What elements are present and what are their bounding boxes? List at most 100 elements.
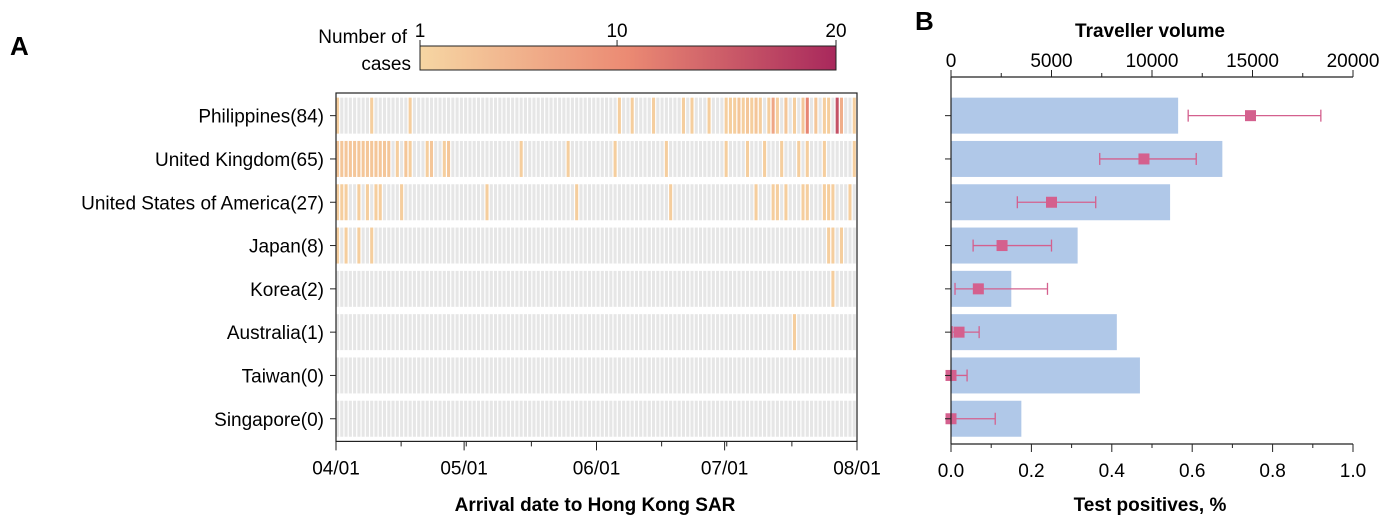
heatmap-cell-empty <box>400 140 404 177</box>
heatmap-cell-empty <box>562 140 566 177</box>
heatmap-cell-empty <box>455 97 459 134</box>
heatmap-cell-case <box>374 140 378 177</box>
heatmap-cell-empty <box>417 184 421 221</box>
heatmap-cell-empty <box>784 400 788 437</box>
heatmap-cell-empty <box>468 184 472 221</box>
heatmap-cell-empty <box>459 140 463 177</box>
heatmap-cell-empty <box>476 314 480 351</box>
heatmap-cell-empty <box>532 270 536 307</box>
heatmap-cell-empty <box>750 400 754 437</box>
heatmap-cell-case <box>370 97 374 134</box>
heatmap-cell-empty <box>485 314 489 351</box>
heatmap-cell-empty <box>617 400 621 437</box>
heatmap-cell-empty <box>592 314 596 351</box>
heatmap-cell-empty <box>677 314 681 351</box>
heatmap-cell-empty <box>694 357 698 394</box>
heatmap-cell-empty <box>447 314 451 351</box>
heatmap-cell-empty <box>481 97 485 134</box>
heatmap-cell-empty <box>489 270 493 307</box>
heatmap-cell-empty <box>835 270 839 307</box>
heatmap-cell-empty <box>404 314 408 351</box>
heatmap-cell-empty <box>502 314 506 351</box>
heatmap-cell-empty <box>434 400 438 437</box>
heatmap-cell-case <box>814 97 818 134</box>
heatmap-cell-empty <box>498 184 502 221</box>
heatmap-cell-empty <box>417 97 421 134</box>
heatmap-cell-empty <box>652 227 656 264</box>
heatmap-cell-empty <box>575 97 579 134</box>
heatmap-cell-case <box>425 140 429 177</box>
heatmap-cell-empty <box>664 400 668 437</box>
heatmap-cell-empty <box>669 357 673 394</box>
heatmap-cell-empty <box>827 270 831 307</box>
heatmap-cell-case <box>336 227 340 264</box>
heatmap-cell-empty <box>447 184 451 221</box>
heatmap-cell-empty <box>677 227 681 264</box>
heatmap-cell-empty <box>664 97 668 134</box>
heatmap-cell-empty <box>600 314 604 351</box>
heatmap-cell-empty <box>506 270 510 307</box>
heatmap-cell-empty <box>587 270 592 307</box>
heatmap-cell-empty <box>716 97 720 134</box>
heatmap-cell-empty <box>733 357 737 394</box>
heatmap-cell-empty <box>348 357 352 394</box>
heatmap-cell-empty <box>737 357 741 394</box>
heatmap-cell-empty <box>698 270 703 307</box>
heatmap-cell-empty <box>600 357 604 394</box>
heatmap-cell-empty <box>570 270 574 307</box>
heatmap-cell-case <box>784 184 788 221</box>
heatmap-cell-case <box>630 97 634 134</box>
heatmap-cell-empty <box>673 140 677 177</box>
heatmap-cell-empty <box>844 270 848 307</box>
heatmap-cell-case <box>566 140 570 177</box>
heatmap-cell-empty <box>549 357 553 394</box>
heatmap-cell-empty <box>494 400 498 437</box>
heatmap-cell-empty <box>506 314 510 351</box>
heatmap-cell-empty <box>412 140 416 177</box>
heatmap-cell-empty <box>340 357 344 394</box>
heatmap-cell-empty <box>353 314 357 351</box>
heatmap-cell-empty <box>549 314 553 351</box>
heatmap-cell-empty <box>472 270 476 307</box>
heatmap-cell-empty <box>395 227 399 264</box>
heatmap-cell-empty <box>698 184 703 221</box>
heatmap-cell-empty <box>848 357 852 394</box>
heatmap-cell-empty <box>438 97 442 134</box>
heatmap-cell-empty <box>690 357 694 394</box>
heatmap-cell-empty <box>733 184 737 221</box>
heatmap-cell-empty <box>848 400 852 437</box>
heatmap-cell-empty <box>805 314 809 351</box>
heatmap-cell-empty <box>558 97 562 134</box>
heatmap-cell-empty <box>425 227 429 264</box>
heatmap-cell-case <box>357 184 361 221</box>
heatmap-cell-empty <box>660 270 664 307</box>
heatmap-cell-empty <box>532 140 536 177</box>
heatmap-cell-empty <box>630 314 634 351</box>
heatmap-cell-empty <box>741 357 745 394</box>
heatmap-cell-empty <box>540 314 545 351</box>
heatmap-cell-empty <box>656 314 660 351</box>
heatmap-cell-empty <box>536 97 540 134</box>
heatmap-cell-case <box>750 97 754 134</box>
heatmap-cell-empty <box>558 227 562 264</box>
heatmap-cell-empty <box>361 314 365 351</box>
heatmap-cell-empty <box>404 357 408 394</box>
heatmap-cell-empty <box>609 400 613 437</box>
heatmap-cell-empty <box>459 400 463 437</box>
heatmap-cell-empty <box>831 357 835 394</box>
heatmap-cell-empty <box>788 140 792 177</box>
heatmap-cell-empty <box>502 140 506 177</box>
heatmap-cell-empty <box>575 357 579 394</box>
heatmap-cell-empty <box>639 400 643 437</box>
heatmap-cell-case <box>336 184 340 221</box>
heatmap-cell-empty <box>741 184 745 221</box>
heatmap-cell-empty <box>711 184 715 221</box>
heatmap-cell-empty <box>400 270 404 307</box>
heatmap-cell-empty <box>353 400 357 437</box>
heatmap-cell-empty <box>613 270 617 307</box>
heatmap-cell-empty <box>579 140 583 177</box>
heatmap-cell-empty <box>587 357 592 394</box>
heatmap-cell-empty <box>472 357 476 394</box>
heatmap-cell-empty <box>575 400 579 437</box>
heatmap-cell-empty <box>528 97 532 134</box>
